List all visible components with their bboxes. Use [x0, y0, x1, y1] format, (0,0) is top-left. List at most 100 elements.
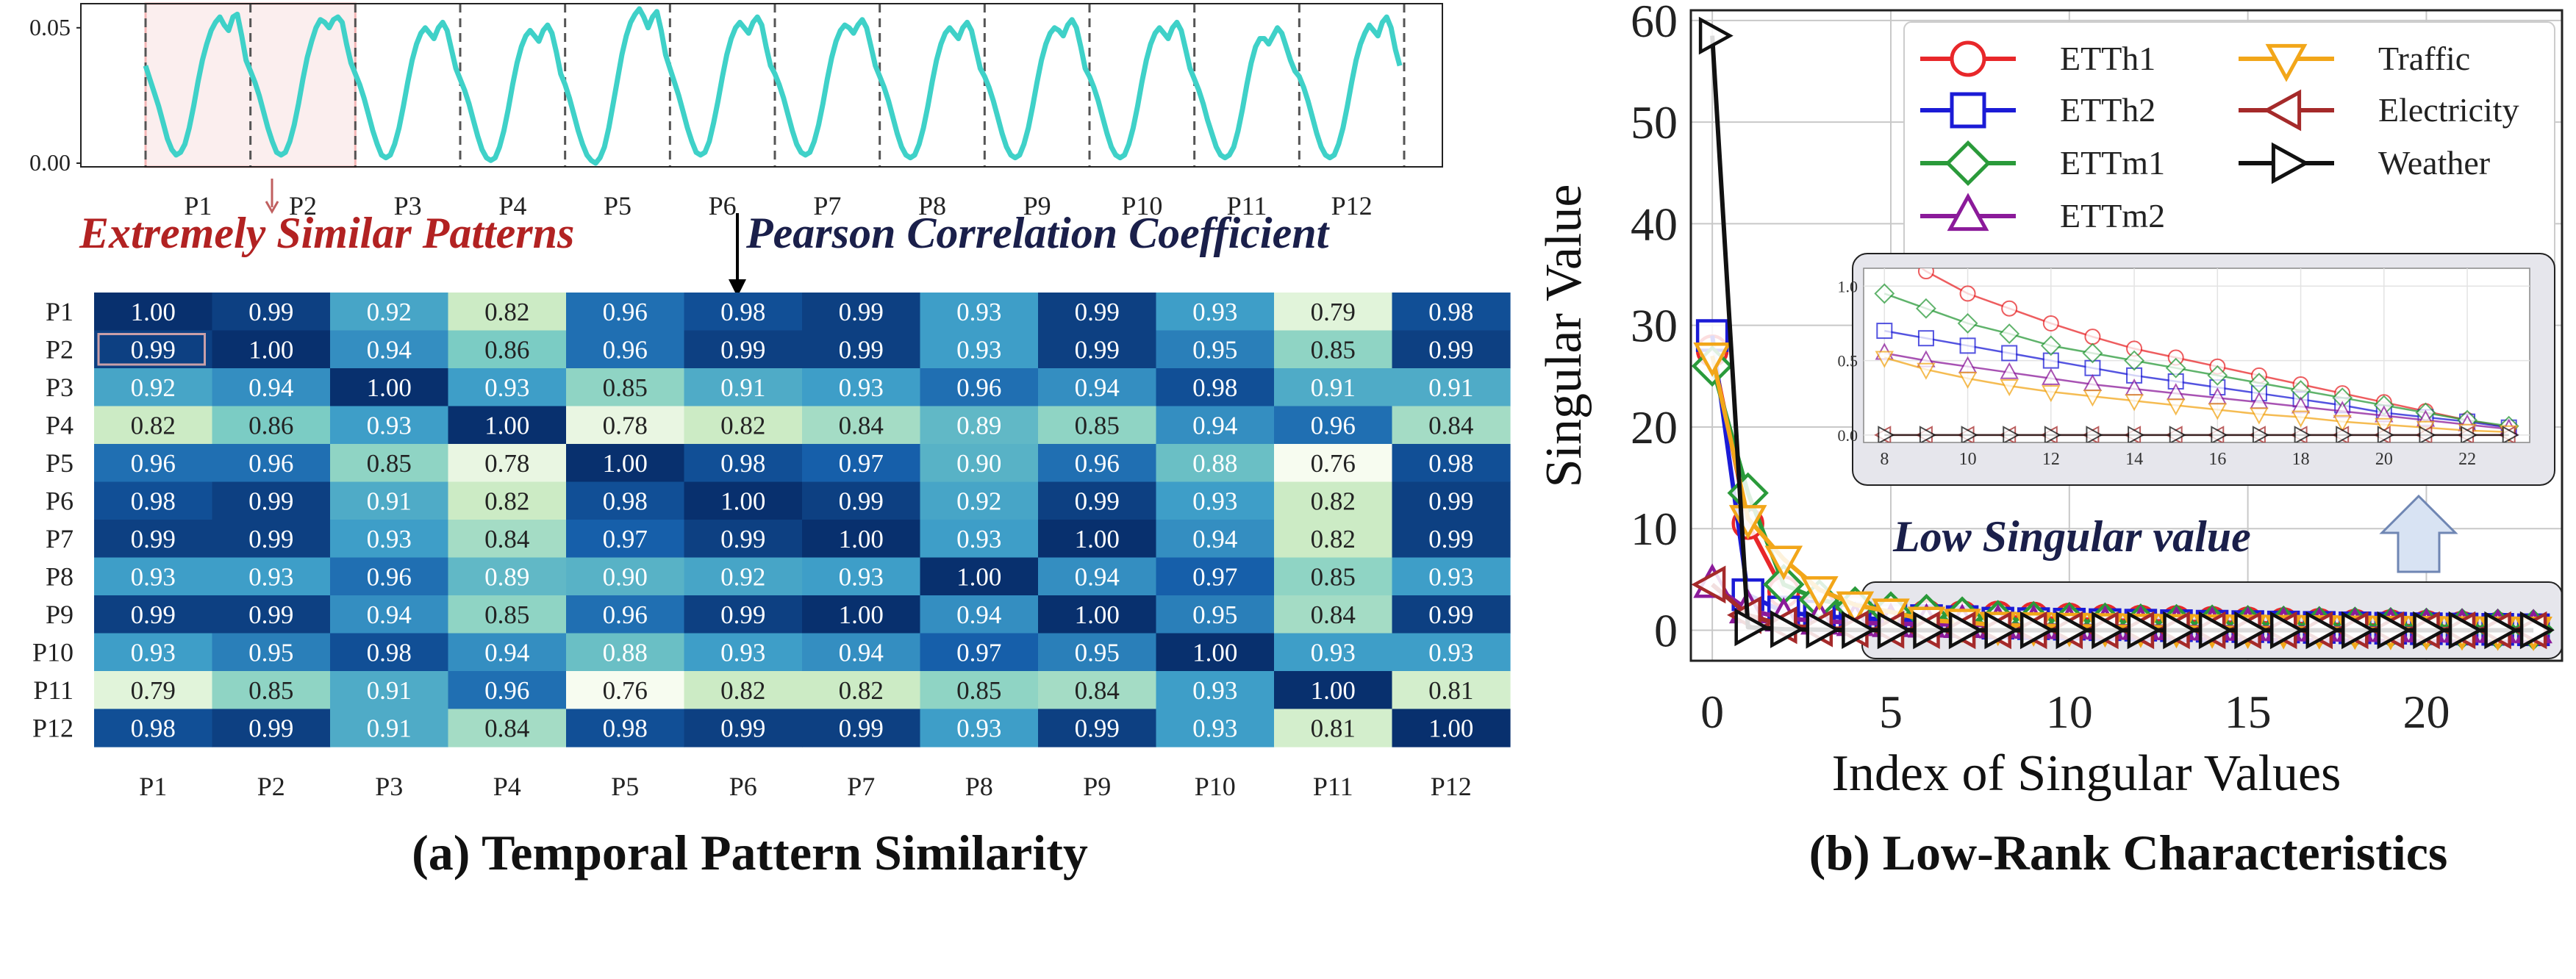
heatmap-cell-label: 0.85 — [484, 600, 529, 629]
heatmap-cell-label: 0.94 — [367, 335, 412, 364]
heatmap-cell-label: 0.97 — [1192, 562, 1237, 591]
legend-marker-ETTh1 — [1950, 40, 1986, 77]
heatmap-cell-label: 0.89 — [956, 411, 1001, 440]
heatmap-cell-label: 0.93 — [131, 638, 176, 667]
heatmap-cell-label: 0.91 — [1311, 373, 1356, 402]
heatmap-cell — [1156, 671, 1275, 710]
heatmap-cell — [802, 557, 921, 596]
heatmap-cell — [684, 557, 803, 596]
heatmap-row-label-P3: P3 — [46, 373, 74, 402]
heatmap-cell — [330, 368, 449, 407]
heatmap-cell-label: 0.99 — [248, 600, 293, 629]
series-point-Weather — [2092, 611, 2127, 650]
heatmap-cell-label: 0.98 — [131, 714, 176, 742]
heatmap-cell-label: 0.92 — [956, 487, 1001, 515]
series-point-Electricity — [1691, 565, 1726, 604]
heatmap-row-label-P6: P6 — [46, 486, 74, 515]
heatmap-col-label-P8: P8 — [965, 772, 993, 801]
heatmap-cell-label: 0.97 — [603, 525, 648, 553]
legend-marker-ETTh2 — [1950, 92, 1986, 129]
heatmap-cell-label: 0.99 — [839, 335, 884, 364]
heatmap-cell — [1156, 330, 1275, 369]
inset-point-Weather — [2003, 426, 2020, 442]
heatmap-cell-label: 0.85 — [1311, 335, 1356, 364]
series-point-Weather — [2484, 611, 2519, 650]
heatmap-cell — [212, 520, 331, 559]
y-tick-label: 30 — [1631, 300, 1678, 352]
up-arrow — [2379, 494, 2458, 573]
heatmap-cell — [1038, 330, 1157, 369]
series-point-Weather — [2341, 611, 2376, 650]
heatmap-cell — [1274, 595, 1393, 634]
series-plot-frame — [80, 3, 1443, 168]
segment-label-P7: P7 — [813, 191, 841, 220]
inset-series-ETTm1 — [1874, 283, 2519, 437]
inset-point-ETTm1 — [1999, 323, 2020, 345]
segment-label-P3: P3 — [394, 191, 422, 220]
heatmap-row-labels: P1 P2 P3 P4 P5 P6 P7 P8 P9 P10 P11 P12 — [32, 297, 74, 743]
heatmap-cell-label: 1.00 — [956, 562, 1001, 591]
heatmap-cell-label: 0.92 — [367, 298, 412, 326]
heatmap-cell-label: 0.99 — [1075, 335, 1120, 364]
heatmap-cell-label: 0.96 — [248, 449, 293, 478]
heatmap-cell-label: 0.82 — [1311, 487, 1356, 515]
heatmap-cell-label: 0.95 — [1075, 638, 1120, 667]
heatmap-cell-label: 0.88 — [603, 638, 648, 667]
heatmap-cell-label: 0.96 — [603, 298, 648, 326]
heatmap-cell — [1392, 481, 1511, 520]
inset-point-Weather — [2252, 426, 2269, 442]
heatmap-cell — [94, 444, 213, 483]
heatmap-cell — [802, 293, 921, 331]
segment-label-P1: P1 — [184, 191, 212, 220]
y-tick-label: 20 — [1631, 401, 1678, 453]
heatmap-cell — [920, 709, 1039, 747]
series-point-Traffic — [1800, 575, 1839, 611]
heatmap-cell-label: 0.99 — [720, 600, 765, 629]
heatmap-cell-label: 0.85 — [956, 676, 1001, 705]
heatmap-cell — [1392, 595, 1511, 634]
heatmap-cell — [1392, 368, 1511, 407]
heatmap-cell — [1038, 444, 1157, 483]
inset-point-ETTh1 — [2084, 329, 2101, 345]
inset-point-ETTh2 — [1917, 330, 1934, 347]
heatmap-cell — [94, 330, 213, 369]
heatmap-cell — [330, 595, 449, 634]
heatmap-cell-label: 0.82 — [484, 487, 529, 515]
heatmap-cell-label: 0.98 — [603, 487, 648, 515]
annotation-extremely-similar: Extremely Similar Patterns — [79, 209, 574, 257]
legend-label-ETTm1: ETTm1 — [2060, 144, 2165, 182]
segment-label-P4: P4 — [498, 191, 526, 220]
heatmap-cell-label: 0.97 — [839, 449, 884, 478]
heatmap-cell-label: 0.94 — [367, 600, 412, 629]
heatmap-cell-label: 0.99 — [1428, 600, 1473, 629]
heatmap-cell-label: 0.93 — [1311, 638, 1356, 667]
correlation-heatmap: 1.00 0.99 0.92 0.82 0.96 0.98 0.99 0.93 0.99 0.93… — [32, 293, 1511, 801]
heatmap-cell-label: 0.82 — [720, 676, 765, 705]
inset-y-tick-label: 0.5 — [1838, 352, 1858, 370]
inset-point-ETTm2 — [2000, 362, 2019, 379]
heatmap-cell-label: 1.00 — [603, 449, 648, 478]
heatmap-cell-label: 0.86 — [248, 411, 293, 440]
heatmap-cell-label: 0.94 — [1192, 411, 1237, 440]
heatmap-cell-label: 0.93 — [720, 638, 765, 667]
inset-point-ETTh1 — [1959, 285, 1976, 302]
heatmap-cell — [920, 368, 1039, 407]
heatmap-cell — [330, 520, 449, 559]
series-point-Weather — [2198, 611, 2233, 650]
series-point-Weather — [1913, 611, 1948, 650]
heatmap-cell — [330, 633, 449, 672]
heatmap-cell — [1274, 406, 1393, 445]
inset-point-ETTm1 — [2040, 335, 2061, 356]
inset-y-tick-label: 0.0 — [1838, 426, 1858, 445]
heatmap-row-label-P9: P9 — [46, 600, 74, 629]
heatmap-cell — [802, 444, 921, 483]
inset-point-Weather — [2461, 426, 2478, 442]
heatmap-cell — [1392, 444, 1511, 483]
heatmap-row-label-P8: P8 — [46, 562, 74, 591]
heatmap-cell-label: 0.98 — [603, 714, 648, 742]
heatmap-cell — [212, 709, 331, 747]
heatmap-cell — [1274, 293, 1393, 331]
series-point-Weather — [1948, 611, 1983, 650]
inset-ticks: 8 10 12 14 16 18 20 22 0.0 0.5 1.0 — [1838, 277, 2477, 469]
heatmap-cell — [1392, 557, 1511, 596]
